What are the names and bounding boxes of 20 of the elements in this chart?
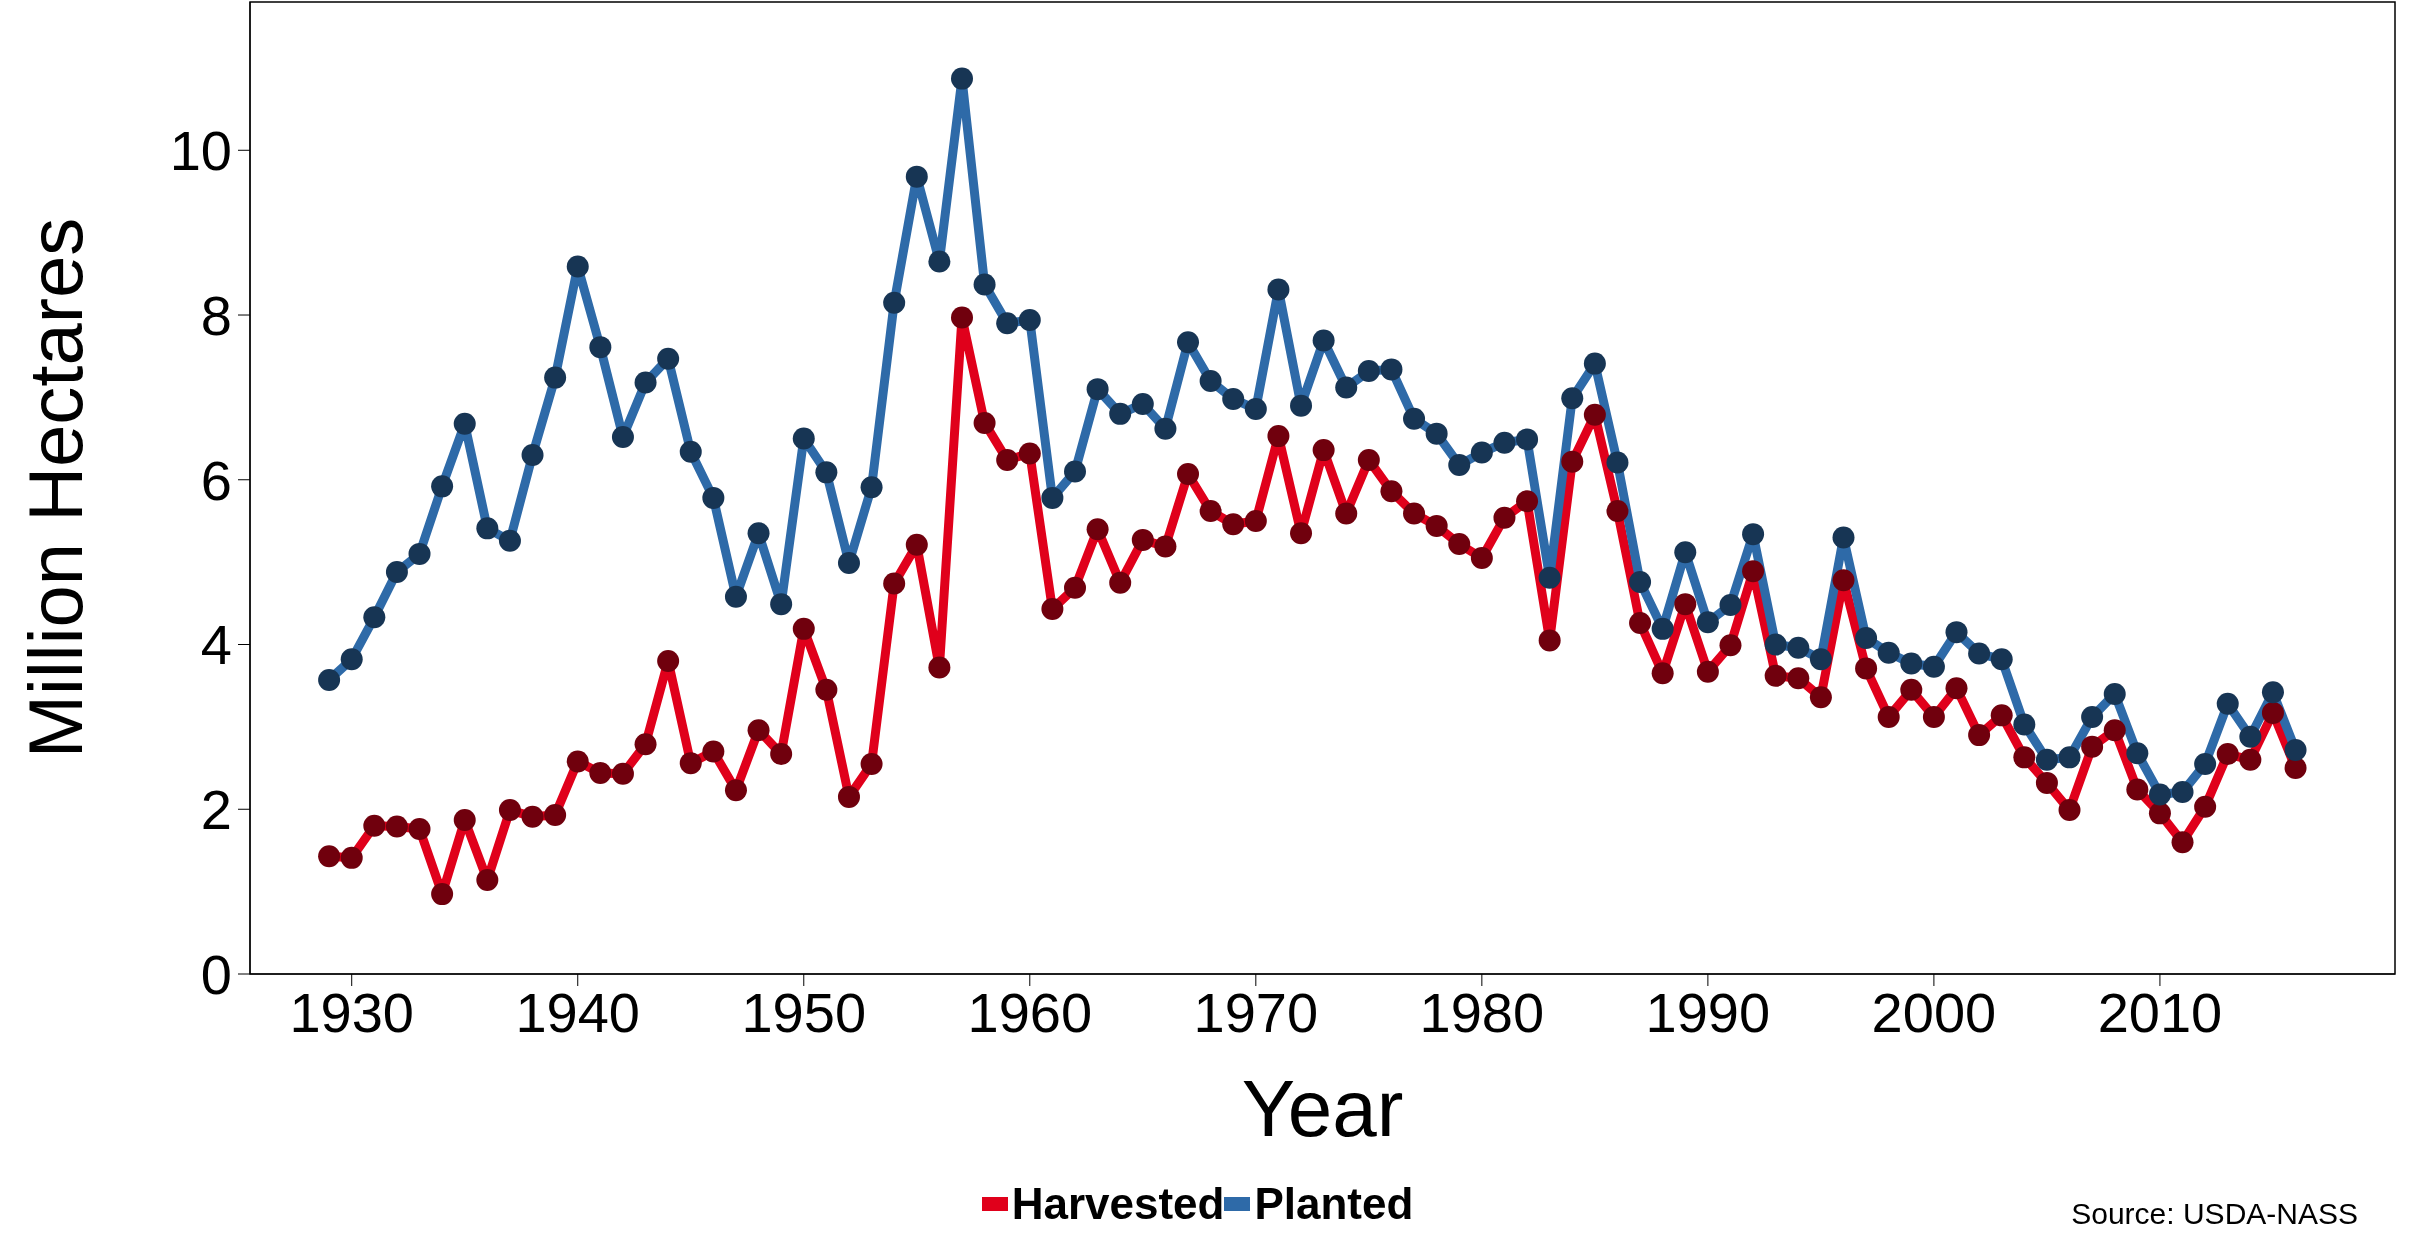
y-tick-label: 10 <box>169 119 232 183</box>
x-tick-label: 1980 <box>1419 980 1545 1044</box>
x-tick-label: 1960 <box>967 980 1093 1044</box>
legend-label: Planted <box>1254 1179 1414 1229</box>
legend-label: Harvested <box>1011 1179 1225 1229</box>
y-tick-label: 0 <box>200 942 232 1006</box>
y-axis-title: Million Hectares <box>12 217 98 759</box>
x-tick-label: 2000 <box>1871 980 1997 1044</box>
y-tick-label: 2 <box>200 778 232 842</box>
y-tick-label: 4 <box>200 613 232 677</box>
x-tick-label: 1940 <box>515 980 641 1044</box>
x-tick-label: 1930 <box>289 980 414 1044</box>
source-note: Source: USDA-NASS <box>2071 1197 2358 1231</box>
x-tick-label: 2010 <box>2097 980 2223 1044</box>
x-tick-label: 1950 <box>741 980 867 1044</box>
x-tick-label: 1970 <box>1193 980 1319 1044</box>
x-tick-label: 1990 <box>1645 980 1771 1044</box>
y-tick-label: 8 <box>200 283 232 347</box>
x-axis-title: Year <box>1241 1063 1404 1153</box>
y-tick-label: 6 <box>200 448 232 512</box>
